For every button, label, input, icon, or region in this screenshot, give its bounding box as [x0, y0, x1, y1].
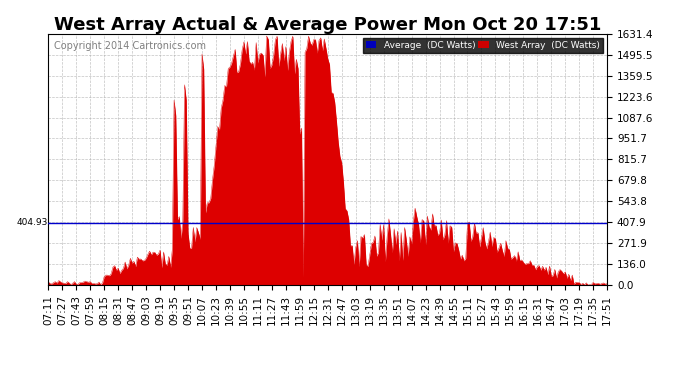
Legend: Average  (DC Watts), West Array  (DC Watts): Average (DC Watts), West Array (DC Watts…	[363, 38, 602, 53]
Text: Copyright 2014 Cartronics.com: Copyright 2014 Cartronics.com	[54, 41, 206, 51]
Title: West Array Actual & Average Power Mon Oct 20 17:51: West Array Actual & Average Power Mon Oc…	[54, 16, 602, 34]
Text: 404.93: 404.93	[17, 218, 48, 227]
